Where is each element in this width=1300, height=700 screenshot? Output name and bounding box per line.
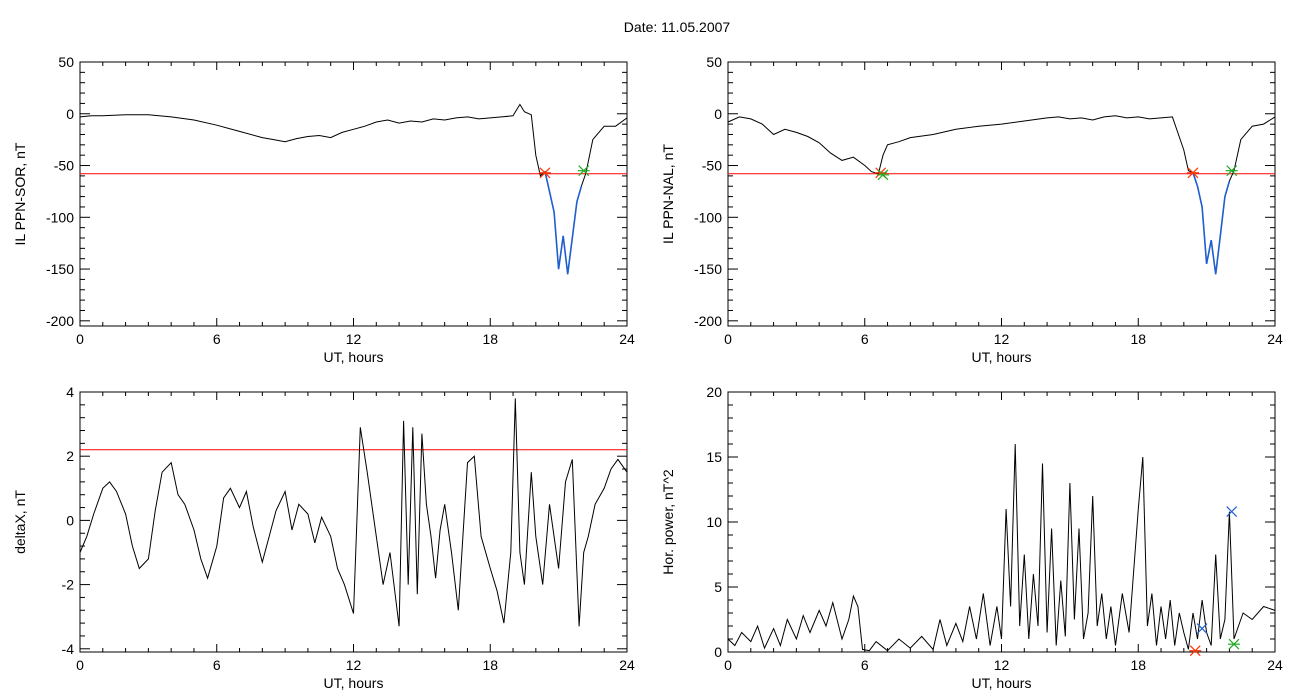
panel-bottom-left: 0 6 12 18 24 4 2 0 -2 -4 UT, hours deltaX, nT bbox=[12, 384, 635, 691]
series-line bbox=[727, 443, 1276, 652]
y-tick-label: -50 bbox=[702, 158, 722, 174]
highlight-segment bbox=[1192, 172, 1231, 275]
x-tick-label: 12 bbox=[994, 331, 1010, 347]
y-axis-label: deltaX, nT bbox=[12, 490, 28, 554]
event-marker bbox=[577, 165, 590, 177]
y-tick-label: -2 bbox=[62, 577, 75, 593]
y-tick-label: 50 bbox=[706, 54, 722, 70]
event-marker bbox=[1186, 167, 1199, 179]
x-axis-label: UT, hours bbox=[324, 675, 384, 691]
y-tick-label: -200 bbox=[694, 313, 722, 329]
y-tick-label: 0 bbox=[714, 106, 722, 122]
x-tick-label: 12 bbox=[346, 657, 362, 673]
y-tick-label: 0 bbox=[714, 644, 722, 660]
series-line bbox=[727, 115, 1276, 275]
y-tick-label: 0 bbox=[66, 512, 74, 528]
x-tick-label: 24 bbox=[1267, 657, 1283, 673]
event-marker bbox=[538, 167, 551, 179]
panel-bottom-right: 0 6 12 18 24 20 15 10 5 0 UT, hours Hor. power, nT^… bbox=[660, 384, 1283, 691]
x-tick-label: 6 bbox=[861, 331, 869, 347]
x-axis-label: UT, hours bbox=[324, 349, 384, 365]
y-tick-label: -150 bbox=[46, 261, 74, 277]
y-tick-label: 0 bbox=[66, 106, 74, 122]
x-tick-label: 24 bbox=[619, 331, 635, 347]
x-axis-label: UT, hours bbox=[972, 349, 1032, 365]
y-tick-label: 50 bbox=[58, 54, 74, 70]
y-tick-label: -100 bbox=[46, 209, 74, 225]
y-tick-label: 2 bbox=[66, 448, 74, 464]
event-marker bbox=[1189, 645, 1202, 657]
x-tick-label: 18 bbox=[482, 657, 498, 673]
x-tick-label: 18 bbox=[1130, 331, 1146, 347]
series-line bbox=[79, 398, 628, 627]
x-tick-label: 18 bbox=[1130, 657, 1146, 673]
series-line bbox=[79, 103, 628, 275]
event-marker bbox=[1226, 506, 1238, 518]
y-axis-label: IL PPN-SOR, nT bbox=[12, 142, 28, 245]
panel-top-right: 0 6 12 18 24 50 0 -50 -100 -150 -200 UT, hours IL PP… bbox=[660, 54, 1283, 365]
y-tick-label: -100 bbox=[694, 209, 722, 225]
x-tick-label: 0 bbox=[724, 657, 732, 673]
x-tick-label: 0 bbox=[76, 331, 84, 347]
plot-frame bbox=[727, 61, 1276, 327]
x-tick-label: 12 bbox=[994, 657, 1010, 673]
y-tick-label: 20 bbox=[706, 384, 722, 400]
y-tick-label: 4 bbox=[66, 384, 74, 400]
x-tick-label: 6 bbox=[213, 657, 221, 673]
y-tick-label: 5 bbox=[714, 579, 722, 595]
highlight-segment bbox=[544, 171, 583, 275]
x-tick-label: 0 bbox=[76, 657, 84, 673]
event-marker bbox=[1227, 638, 1240, 650]
x-tick-label: 6 bbox=[861, 657, 869, 673]
y-tick-label: -50 bbox=[54, 158, 74, 174]
y-tick-label: -150 bbox=[694, 261, 722, 277]
x-tick-label: 24 bbox=[1267, 331, 1283, 347]
y-tick-label: -200 bbox=[46, 313, 74, 329]
y-tick-label: 10 bbox=[706, 514, 722, 530]
y-axis-label: IL PPN-NAL, nT bbox=[660, 144, 676, 244]
y-tick-label: 15 bbox=[706, 449, 722, 465]
y-tick-label: -4 bbox=[62, 641, 75, 657]
plot-frame bbox=[79, 61, 628, 327]
x-tick-label: 18 bbox=[482, 331, 498, 347]
x-tick-label: 12 bbox=[346, 331, 362, 347]
x-tick-label: 6 bbox=[213, 331, 221, 347]
page-title: Date: 11.05.2007 bbox=[623, 19, 731, 35]
event-marker bbox=[1196, 623, 1208, 635]
y-axis-label: Hor. power, nT^2 bbox=[660, 469, 676, 575]
event-marker bbox=[1225, 165, 1238, 177]
x-tick-label: 0 bbox=[724, 331, 732, 347]
panel-top-left: 0 6 12 18 24 50 0 -50 -100 -150 -200 UT, hours IL PP… bbox=[12, 54, 635, 365]
x-tick-label: 24 bbox=[619, 657, 635, 673]
event-marker bbox=[876, 169, 889, 181]
x-axis-label: UT, hours bbox=[972, 675, 1032, 691]
